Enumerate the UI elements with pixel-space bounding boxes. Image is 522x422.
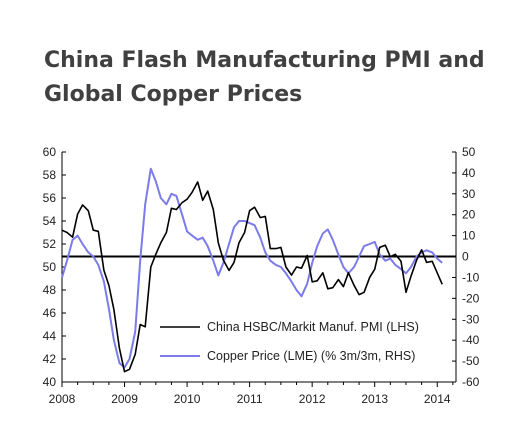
right-tick-label: 30 — [462, 187, 476, 201]
right-tick-label: 50 — [462, 145, 476, 159]
legend-label-pmi: China HSBC/Markit Manuf. PMI (LHS) — [207, 320, 419, 334]
right-tick-label: -40 — [462, 333, 480, 347]
chart-title-line-1: China Flash Manufacturing PMI and — [44, 48, 485, 73]
left-tick-label: 58 — [43, 168, 57, 182]
left-tick-label: 40 — [43, 375, 57, 389]
copper-price-line — [61, 167, 443, 369]
right-tick-label: -10 — [462, 270, 480, 284]
left-tick-label: 46 — [43, 306, 57, 320]
legend-label-copper: Copper Price (LME) (% 3m/3m, RHS) — [207, 349, 415, 363]
left-tick-label: 42 — [43, 352, 57, 366]
left-tick-label: 52 — [43, 237, 57, 251]
left-tick-label: 54 — [43, 214, 57, 228]
right-tick-label: 10 — [462, 229, 476, 243]
x-tick-label: 2009 — [111, 392, 138, 406]
left-tick-label: 50 — [43, 260, 57, 274]
chart-title-line-2: Global Copper Prices — [44, 82, 303, 107]
x-tick-label: 2010 — [174, 392, 201, 406]
right-tick-label: -60 — [462, 375, 480, 389]
right-tick-label: 20 — [462, 208, 476, 222]
pmi-line — [61, 181, 443, 373]
left-tick-label: 48 — [43, 283, 57, 297]
right-tick-label: -50 — [462, 354, 480, 368]
x-tick-label: 2012 — [299, 392, 326, 406]
right-tick-label: -20 — [462, 291, 480, 305]
x-tick-label: 2011 — [237, 392, 263, 406]
left-tick-label: 56 — [43, 191, 57, 205]
x-tick-label: 2008 — [49, 392, 76, 406]
x-tick-label: 2013 — [361, 392, 388, 406]
right-tick-label: 0 — [462, 250, 469, 264]
left-tick-label: 44 — [43, 329, 57, 343]
left-tick-label: 60 — [43, 145, 57, 159]
right-tick-label: 40 — [462, 166, 476, 180]
chart-title: China Flash Manufacturing PMI and Global… — [44, 44, 514, 112]
right-tick-label: -30 — [462, 312, 480, 326]
x-tick-label: 2014 — [424, 392, 451, 406]
